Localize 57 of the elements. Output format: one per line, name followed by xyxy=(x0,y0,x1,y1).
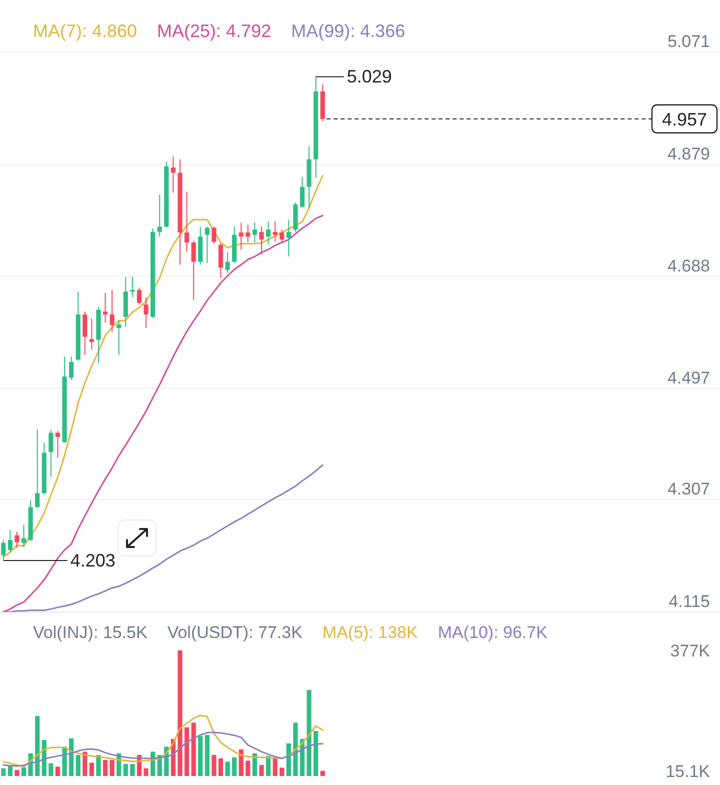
bar xyxy=(320,770,325,776)
bar xyxy=(259,765,264,776)
line-series xyxy=(2,732,324,767)
ref-line-label: 4.957 xyxy=(662,109,707,130)
annotation: 5.029 xyxy=(346,66,392,87)
y-tick-label: 4.497 xyxy=(667,368,710,388)
bar xyxy=(212,755,216,776)
bar xyxy=(293,722,298,776)
text: MA(5): 138K xyxy=(322,623,419,642)
bar xyxy=(1,768,6,776)
bar xyxy=(76,755,80,776)
bar xyxy=(232,757,237,776)
bar xyxy=(21,767,26,776)
bar xyxy=(252,753,258,776)
y-tick-label: 4.879 xyxy=(667,144,710,164)
y-tick-label: 5.071 xyxy=(667,32,710,52)
bar xyxy=(246,760,250,776)
y-tick-label: 4.115 xyxy=(668,592,710,611)
bar xyxy=(123,764,128,776)
bar xyxy=(218,758,224,776)
line-series xyxy=(2,714,324,768)
bar xyxy=(35,716,40,776)
bar xyxy=(225,762,230,776)
bar xyxy=(96,755,101,776)
text: MA(7): 4.860 xyxy=(33,21,138,41)
bar xyxy=(266,756,271,776)
bar xyxy=(178,650,182,776)
text: MA(25): 4.792 xyxy=(157,21,272,41)
bar xyxy=(306,690,312,776)
y-tick-label: 377K xyxy=(670,641,711,660)
bar xyxy=(204,735,210,776)
bar xyxy=(89,762,94,776)
y-tick-label: 4.307 xyxy=(667,480,710,499)
bar xyxy=(144,768,148,776)
bar xyxy=(102,760,108,776)
bar xyxy=(198,736,203,776)
bar xyxy=(184,727,190,776)
text: MA(10): 96.7K xyxy=(438,623,548,642)
bar xyxy=(130,764,135,776)
y-tick-label: 4.688 xyxy=(667,256,710,276)
bar xyxy=(280,768,284,776)
bar xyxy=(238,749,244,776)
bar xyxy=(272,758,278,776)
bar xyxy=(286,743,291,776)
bar xyxy=(14,770,20,776)
annotation: Vol(USDT): 77.3K xyxy=(167,623,304,642)
bar xyxy=(314,731,318,776)
bar xyxy=(191,722,196,776)
y-tick-label: 15.1K xyxy=(666,762,711,781)
text: MA(99): 4.366 xyxy=(291,21,406,41)
bar xyxy=(82,752,88,776)
annotation: Vol(INJ): 15.5K xyxy=(33,623,148,642)
annotation: 4.203 xyxy=(70,550,116,570)
bar xyxy=(55,766,60,776)
bar xyxy=(48,763,54,776)
bar xyxy=(110,760,114,776)
bar xyxy=(8,766,12,776)
